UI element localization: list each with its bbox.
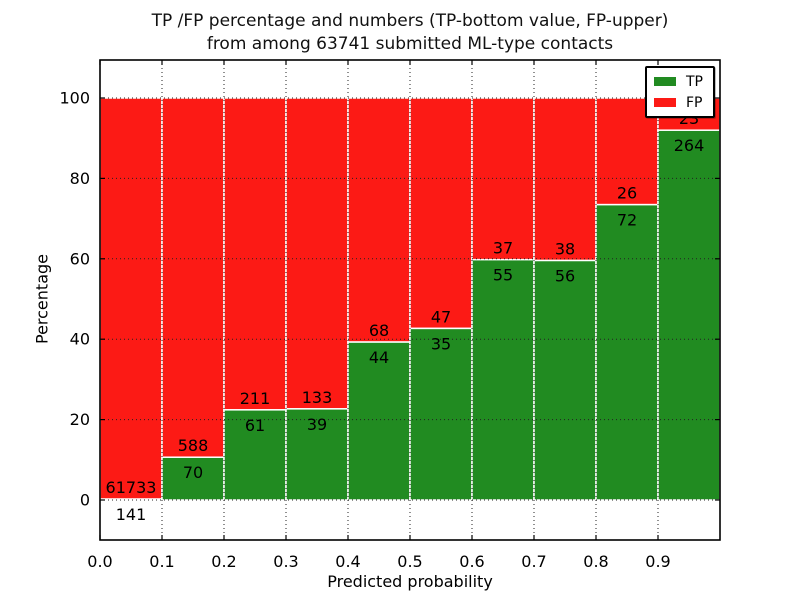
y-tick-label: 80 bbox=[70, 169, 90, 188]
y-tick-label: 20 bbox=[70, 410, 90, 429]
bar-tp-segment bbox=[285, 408, 349, 501]
bar-tp-segment bbox=[223, 409, 287, 501]
bar-fp-segment bbox=[471, 97, 535, 261]
bar-tp-segment bbox=[409, 327, 473, 501]
y-tick-label: 0 bbox=[80, 491, 90, 510]
bar-tp-count-label: 70 bbox=[183, 463, 203, 482]
bar-fp-count-label: 61733 bbox=[106, 478, 157, 497]
bar-fp-count-label: 47 bbox=[431, 307, 451, 326]
legend: TP FP bbox=[645, 66, 715, 118]
legend-label-tp: TP bbox=[686, 73, 703, 90]
bar-fp-count-label: 588 bbox=[178, 436, 209, 455]
bar-tp-count-label: 264 bbox=[674, 136, 705, 155]
legend-swatch-fp bbox=[654, 98, 676, 107]
bar-tp-count-label: 39 bbox=[307, 415, 327, 434]
bar-fp-count-label: 133 bbox=[302, 388, 333, 407]
bar-fp-count-label: 211 bbox=[240, 389, 271, 408]
bar-tp-count-label: 44 bbox=[369, 348, 389, 367]
x-tick-label: 0.8 bbox=[583, 552, 608, 571]
x-tick-label: 0.2 bbox=[211, 552, 236, 571]
x-tick-label: 0.7 bbox=[521, 552, 546, 571]
y-tick-label: 40 bbox=[70, 330, 90, 349]
bar-fp-segment bbox=[347, 97, 411, 343]
bar-fp-count-label: 38 bbox=[555, 240, 575, 259]
bar-tp-segment bbox=[533, 259, 597, 501]
x-tick-label: 0.1 bbox=[149, 552, 174, 571]
bar-tp-count-label: 56 bbox=[555, 267, 575, 286]
bar-fp-count-label: 26 bbox=[617, 184, 637, 203]
x-axis-label: Predicted probability bbox=[327, 572, 493, 591]
x-tick-label: 0.6 bbox=[459, 552, 484, 571]
bar-fp-segment bbox=[99, 97, 163, 500]
bar-fp-segment bbox=[161, 97, 225, 458]
chart-title-line-1: TP /FP percentage and numbers (TP-bottom… bbox=[151, 11, 669, 31]
bar-tp-segment bbox=[471, 258, 535, 501]
y-tick-label: 60 bbox=[70, 249, 90, 268]
bar-tp-count-label: 55 bbox=[493, 266, 513, 285]
bar-tp-count-label: 141 bbox=[116, 505, 147, 524]
bar-fp-segment bbox=[285, 97, 349, 410]
bar-fp-count-label: 68 bbox=[369, 321, 389, 340]
legend-item-fp: FP bbox=[654, 92, 703, 113]
bar-fp-count-label: 37 bbox=[493, 239, 513, 258]
bar-tp-segment bbox=[347, 341, 411, 501]
x-tick-label: 0.5 bbox=[397, 552, 422, 571]
bar-fp-segment bbox=[223, 97, 287, 411]
x-tick-label: 0.9 bbox=[645, 552, 670, 571]
bar-tp-segment bbox=[657, 129, 721, 501]
bar-tp-count-label: 72 bbox=[617, 211, 637, 230]
y-tick-label: 100 bbox=[59, 89, 90, 108]
x-tick-label: 0.4 bbox=[335, 552, 360, 571]
x-tick-label: 0.3 bbox=[273, 552, 298, 571]
chart-title: TP /FP percentage and numbers (TP-bottom… bbox=[100, 10, 720, 56]
bar-tp-count-label: 35 bbox=[431, 334, 451, 353]
bar-tp-count-label: 61 bbox=[245, 416, 265, 435]
x-tick-label: 0.0 bbox=[87, 552, 112, 571]
bar-fp-segment bbox=[533, 97, 597, 262]
legend-item-tp: TP bbox=[654, 71, 703, 92]
bar-tp-segment bbox=[595, 203, 659, 501]
legend-label-fp: FP bbox=[686, 94, 703, 111]
legend-swatch-tp bbox=[654, 77, 676, 86]
chart-title-line-2: from among 63741 submitted ML-type conta… bbox=[206, 34, 614, 54]
bar-fp-segment bbox=[409, 97, 473, 330]
y-axis-label: Percentage bbox=[32, 253, 52, 345]
